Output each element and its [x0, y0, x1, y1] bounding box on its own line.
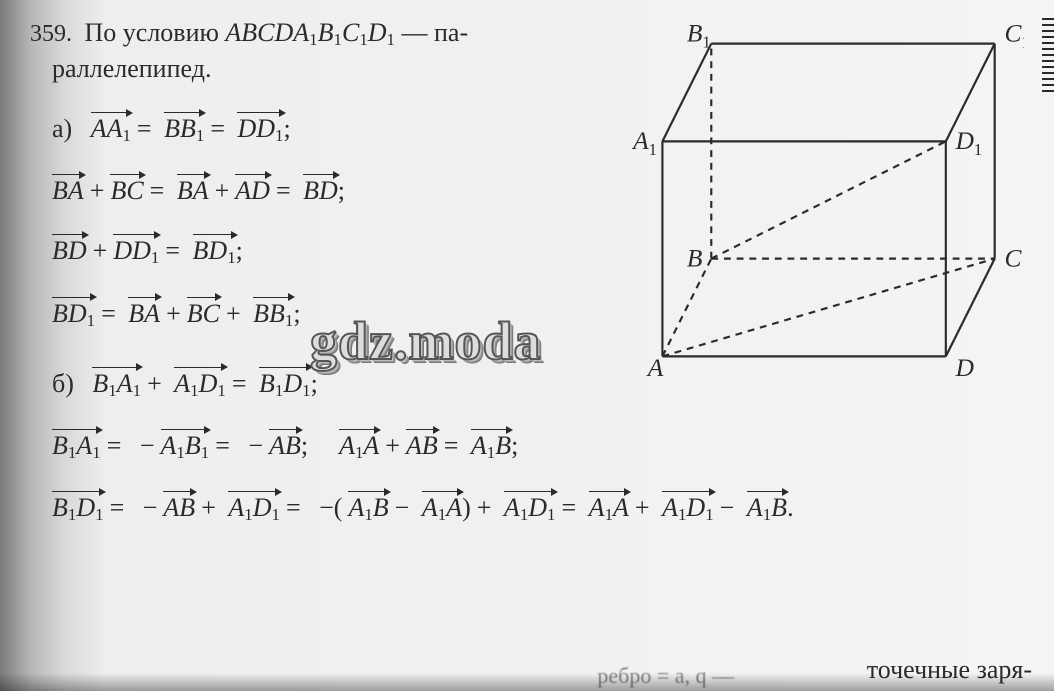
vec: AA1 [91, 110, 131, 146]
page: 359. По условию ABCDA1B1C1D1 — па- ралле… [0, 0, 1054, 691]
solid-name: ABCDA1B1C1D1 [225, 18, 401, 47]
part-b-label: б) [52, 369, 74, 398]
part-a-label: а) [52, 114, 72, 143]
edge-D-C [946, 259, 995, 357]
vertex-label-A: A [646, 354, 664, 382]
eq-b3: B1D1= −AB+ A1D1= −(A1B− A1A)+ A1D1= A1A+… [52, 489, 1052, 525]
diagram-svg: A D B C A1 D1 B1 C1 [594, 10, 1024, 390]
vec: BB1 [164, 110, 204, 146]
text-column: 359. По условию ABCDA1B1C1D1 — па- ралле… [30, 18, 610, 552]
vertex-label-B: B [687, 244, 703, 272]
page-bottom-shadow [0, 673, 1054, 691]
intro-after: — па- [402, 18, 469, 47]
intro-line-1: 359. По условию ABCDA1B1C1D1 — па- [30, 18, 610, 50]
eq-a1: а) AA1= BB1= DD1; [52, 110, 610, 146]
page-edge-hatch [1042, 18, 1054, 92]
eq-b2: B1A1= −A1B1= −AB; A1A+AB= A1B; [52, 427, 992, 463]
vertex-label-D1: D1 [955, 127, 983, 159]
eq-a3: BD+DD1= BD1; [52, 232, 610, 268]
vertex-label-C1: C1 [1004, 20, 1024, 52]
vertex-label-B1: B1 [687, 20, 711, 52]
intro-before: По условию [85, 18, 226, 47]
eq-a4: BD1= BA+BC+ BB1; [52, 295, 610, 331]
parallelepiped-diagram: A D B C A1 D1 B1 C1 [594, 10, 1024, 390]
edge-B-D1 [711, 141, 946, 258]
vertex-label-D: D [955, 354, 974, 382]
eq-b1: б) B1A1+ A1D1= B1D1; [52, 365, 610, 401]
edge-B1-A1 [662, 44, 711, 142]
problem-number: 359. [30, 21, 72, 47]
edge-A-B [662, 259, 711, 357]
intro-line-2: раллелепипед. [52, 54, 610, 84]
vec: DD1 [237, 110, 283, 146]
vertex-label-C: C [1004, 244, 1022, 272]
eq-a2: BA+BC= BA+AD= BD; [52, 172, 610, 206]
vertex-label-A1: A1 [631, 127, 657, 159]
